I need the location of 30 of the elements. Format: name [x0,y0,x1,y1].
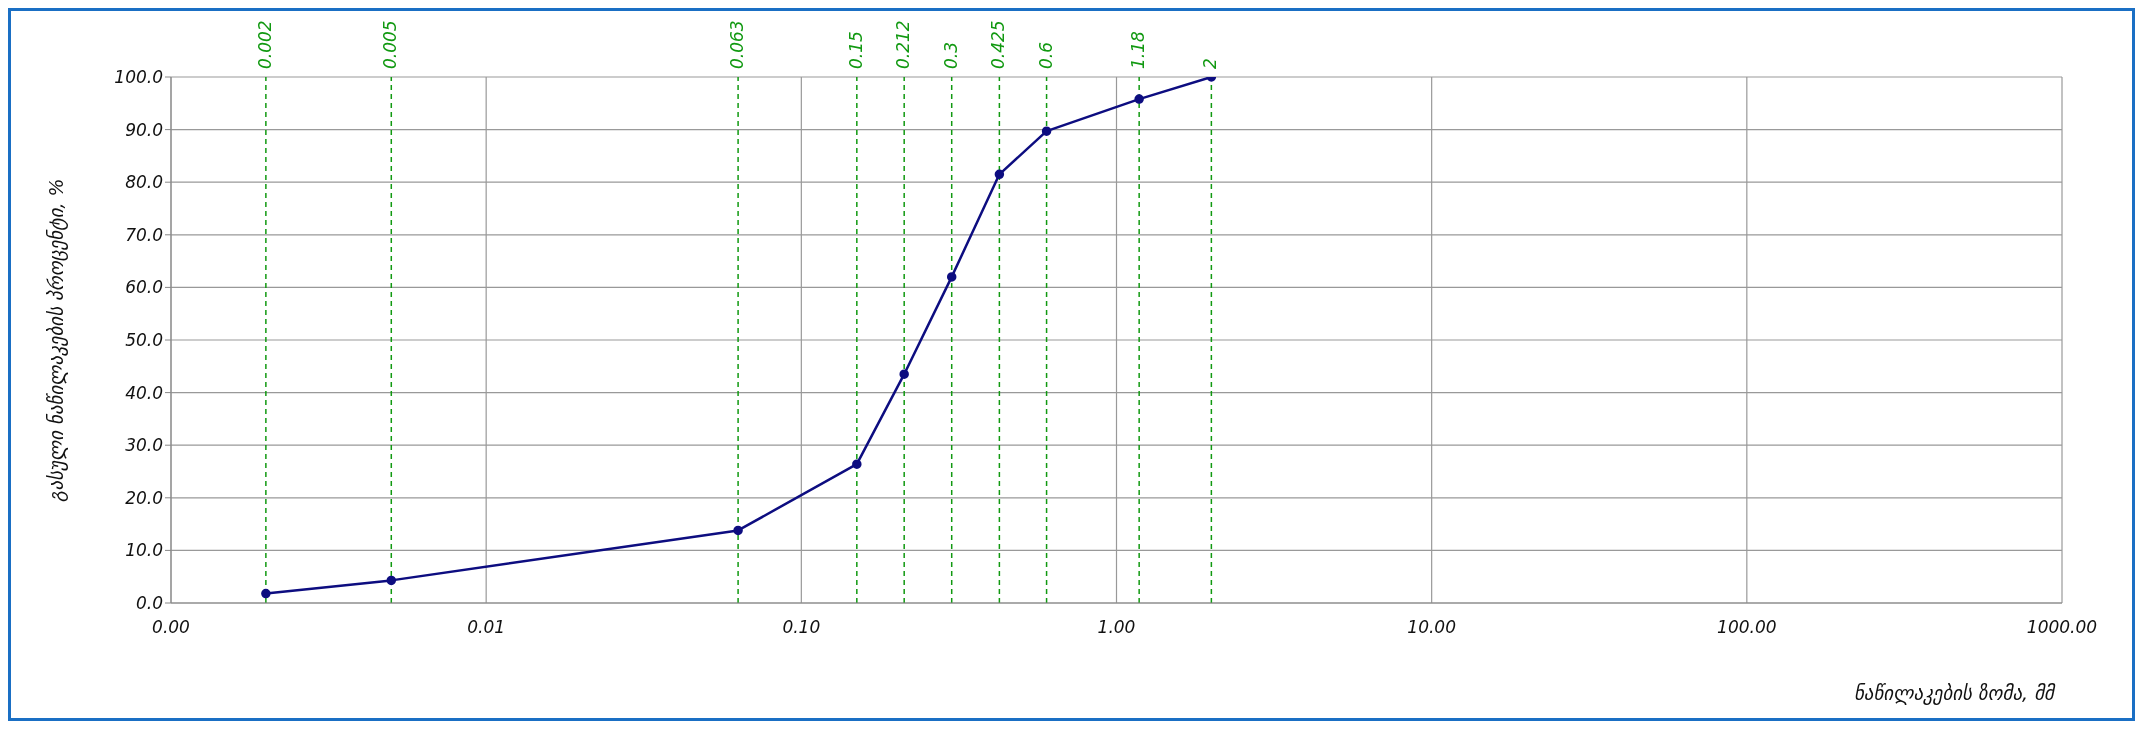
ref-line-label: 0.063 [727,20,748,69]
x-tick-label: 0.00 [152,617,190,638]
x-tick-label: 100.00 [1717,617,1777,638]
y-tick-label: 10.0 [125,540,163,561]
x-tick-label: 0.01 [467,617,506,638]
y-tick-label: 70.0 [125,224,163,245]
y-tick-label: 0.0 [135,593,163,614]
ref-line-label: 0.6 [1035,41,1056,69]
y-tick-label: 100.0 [114,67,163,88]
y-tick-label: 50.0 [125,330,163,351]
y-tick-label: 80.0 [125,172,163,193]
ref-line-label: 1.18 [1128,30,1149,69]
x-tick-label: 10.00 [1407,617,1456,638]
y-tick-label: 60.0 [125,277,163,298]
x-tick-label: 1000.00 [2026,617,2098,638]
ref-line-label: 2 [1200,58,1221,69]
y-tick-label: 40.0 [125,382,163,403]
y-tick-label: 20.0 [125,487,163,508]
ref-line-label: 0.3 [940,41,961,69]
ref-line-label: 0.005 [380,20,401,69]
x-tick-label: 0.10 [782,617,821,638]
ref-line-label: 0.15 [845,31,866,69]
ref-line-label: 0.002 [254,20,275,69]
y-tick-label: 90.0 [125,119,163,140]
x-tick-label: 1.00 [1097,617,1136,638]
x-axis-title: ნაწილაკების ზომა, მმ [1853,682,2057,705]
y-axis-title: გასული ნაწილაკების პროცენტი, % [44,178,68,502]
ref-line-label: 0.425 [988,20,1009,69]
y-tick-label: 30.0 [125,435,163,456]
ref-line-label: 0.212 [893,20,914,69]
